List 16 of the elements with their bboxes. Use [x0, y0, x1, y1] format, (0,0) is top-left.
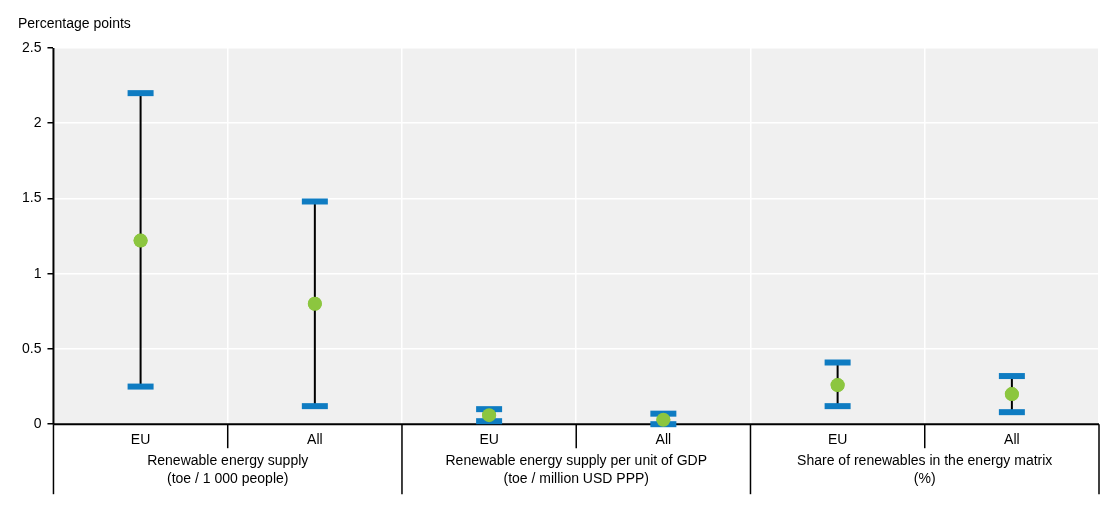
text: Share of renewables in the energy matrix (%): [797, 452, 1053, 487]
text: Renewable energy supply per unit of GDP (toe / million USD PPP): [445, 452, 707, 487]
x-tick-label: All: [307, 431, 323, 448]
y-axis-title: Percentage points: [18, 15, 131, 31]
y-tick-label: 2: [33, 114, 42, 131]
y-tick-label: 0: [33, 415, 42, 432]
x-tick-label: All: [1004, 431, 1020, 448]
x-tick-label: EU: [130, 431, 151, 448]
x-tick-label: All: [655, 431, 672, 448]
x-tick-label: EU: [479, 431, 499, 448]
y-tick-label: 0.5: [21, 339, 42, 356]
y-tick-label: 2.5: [21, 38, 42, 55]
x-tick-label: EU: [827, 431, 848, 448]
y-tick-label: 1.5: [21, 189, 42, 206]
text: Renewable energy supply (toe / 1 000 people): [147, 452, 309, 487]
y-tick-label: 1: [33, 264, 42, 281]
